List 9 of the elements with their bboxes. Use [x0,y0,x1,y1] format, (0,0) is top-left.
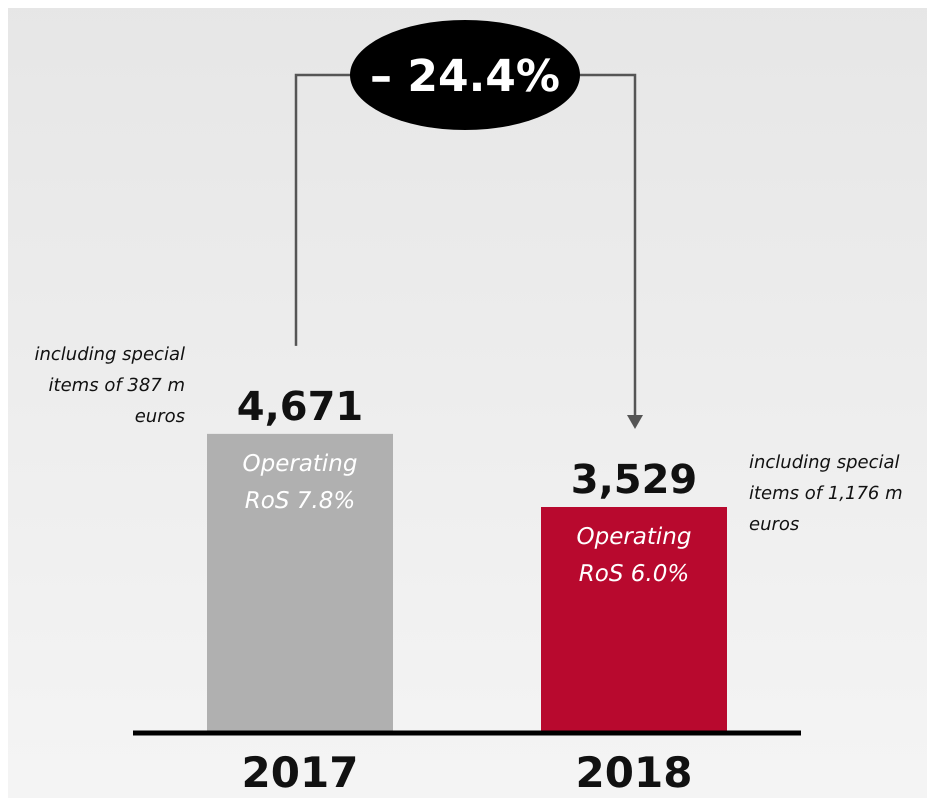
annotation: including special items of 1,176 m euros [749,451,904,538]
annotation: Operating RoS 6.0% [576,523,692,590]
data-label: 4,671 [236,384,364,430]
text: – 24.4% [370,51,560,102]
text: including special items of 387 m euros [33,342,185,429]
data-label: 3,529 [570,457,698,504]
x-tick-label: 2018 [576,748,692,797]
x-tick-label: 2017 [242,748,358,797]
annotation: Operating RoS 7.8% [242,450,358,516]
